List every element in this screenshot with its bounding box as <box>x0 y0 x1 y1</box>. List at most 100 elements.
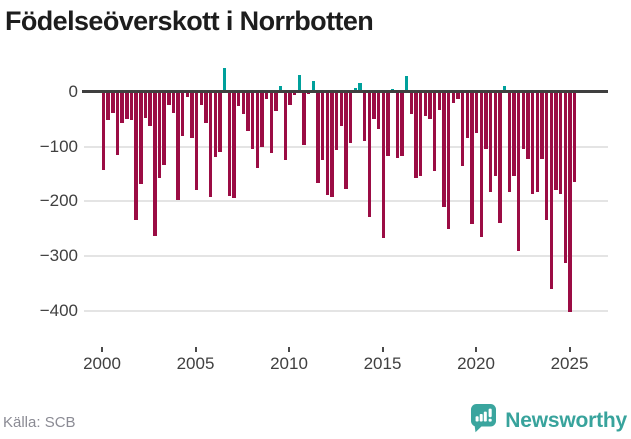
bar <box>400 92 404 156</box>
bar <box>381 92 386 238</box>
bar <box>260 92 264 147</box>
bar <box>153 92 157 237</box>
bar <box>549 92 554 289</box>
bar <box>568 92 572 313</box>
y-axis-tick-label: −400 <box>39 300 78 320</box>
bar <box>488 92 493 193</box>
x-axis-tick-label: 2000 <box>83 354 121 373</box>
x-axis-tick-label: 2010 <box>270 354 308 373</box>
bar <box>297 75 302 91</box>
bar <box>181 92 185 137</box>
x-axis-tick-label: 2025 <box>550 354 589 373</box>
bar <box>106 92 110 121</box>
x-axis-tick-mark <box>101 347 103 352</box>
bar <box>251 92 255 150</box>
bar <box>479 92 484 238</box>
y-axis-tick-label: −300 <box>39 246 78 265</box>
y-axis-tick-label: −200 <box>39 191 78 211</box>
bar <box>269 92 274 154</box>
bar <box>461 92 465 166</box>
bar <box>274 92 278 112</box>
bar <box>447 92 451 229</box>
bar <box>185 92 190 98</box>
bar <box>162 92 166 166</box>
bar <box>176 92 180 201</box>
bar <box>391 88 395 91</box>
bar <box>255 92 260 168</box>
bar <box>111 92 115 113</box>
bar <box>134 92 138 220</box>
bar <box>218 92 222 152</box>
newsworthy-logo: Newsworthy <box>470 403 627 438</box>
newsworthy-logo-icon <box>470 403 497 438</box>
bar <box>516 92 521 251</box>
x-axis-tick-mark <box>381 347 384 352</box>
bar <box>433 92 437 171</box>
bar <box>563 92 568 264</box>
bar <box>526 92 530 159</box>
bar <box>288 92 292 105</box>
bar <box>353 87 358 91</box>
bar <box>330 92 334 197</box>
bar <box>171 92 176 113</box>
bar <box>246 92 250 132</box>
newsworthy-logo-text: Newsworthy <box>505 408 627 432</box>
bar <box>451 92 456 104</box>
bar <box>157 92 162 179</box>
bar <box>335 92 339 150</box>
bar <box>195 92 199 191</box>
bar <box>115 92 120 155</box>
bar <box>339 92 344 127</box>
bar <box>456 92 460 99</box>
bar <box>358 83 362 91</box>
zero-axis-line <box>82 90 608 94</box>
bar <box>325 92 330 196</box>
bar <box>213 92 218 157</box>
gridline <box>84 255 608 257</box>
source-text: Källa: SCB <box>3 414 76 431</box>
bar <box>321 92 325 160</box>
bar <box>428 92 432 119</box>
bar <box>148 92 152 127</box>
bar <box>442 92 446 208</box>
bar <box>530 92 535 194</box>
x-axis-tick-mark <box>194 347 197 352</box>
bar <box>167 92 171 105</box>
bar <box>344 92 348 189</box>
x-axis-tick-label: 2015 <box>363 354 402 373</box>
bar <box>498 92 502 224</box>
bar <box>199 92 204 105</box>
bar <box>363 92 367 141</box>
bar <box>465 92 470 139</box>
bar <box>554 92 558 191</box>
bar <box>143 92 148 118</box>
bar <box>484 92 488 150</box>
bar <box>502 86 507 91</box>
bar <box>139 92 143 184</box>
bar <box>279 85 283 91</box>
x-axis-tick-mark <box>288 347 290 352</box>
bar <box>311 80 316 91</box>
bar <box>283 92 288 160</box>
bar <box>512 92 516 176</box>
bar <box>367 92 372 218</box>
bar <box>558 92 563 194</box>
bar <box>405 76 409 91</box>
gridline <box>84 200 608 203</box>
chart-title: Födelseöverskott i Norrbotten <box>5 6 374 36</box>
bar <box>437 92 442 111</box>
bar <box>386 92 390 156</box>
bar <box>190 92 194 138</box>
x-axis-tick-mark <box>475 347 477 352</box>
bar <box>241 92 246 115</box>
y-axis-tick-label: 0 <box>68 82 78 101</box>
bar <box>395 92 400 158</box>
bar <box>302 92 306 146</box>
bar <box>535 92 540 193</box>
bar <box>232 92 236 198</box>
bar <box>521 92 526 150</box>
bar <box>507 92 512 193</box>
bar <box>572 92 577 183</box>
bar <box>414 92 418 178</box>
